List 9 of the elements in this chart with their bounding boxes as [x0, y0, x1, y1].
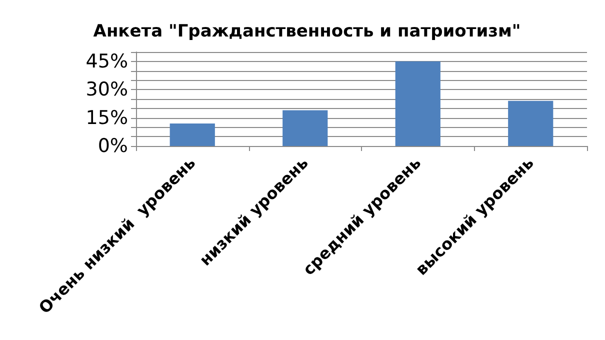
bar: [395, 61, 440, 146]
bar: [282, 110, 328, 146]
y-tick-label: 0%: [98, 135, 128, 157]
y-tick-label: 30%: [86, 78, 128, 101]
y-tick-label: 15%: [86, 106, 128, 129]
bar: [508, 100, 554, 146]
chart-title: Анкета "Гражданственность и патриотизм": [93, 22, 521, 42]
y-tick-label: 45%: [86, 50, 128, 72]
bar: [170, 123, 215, 146]
